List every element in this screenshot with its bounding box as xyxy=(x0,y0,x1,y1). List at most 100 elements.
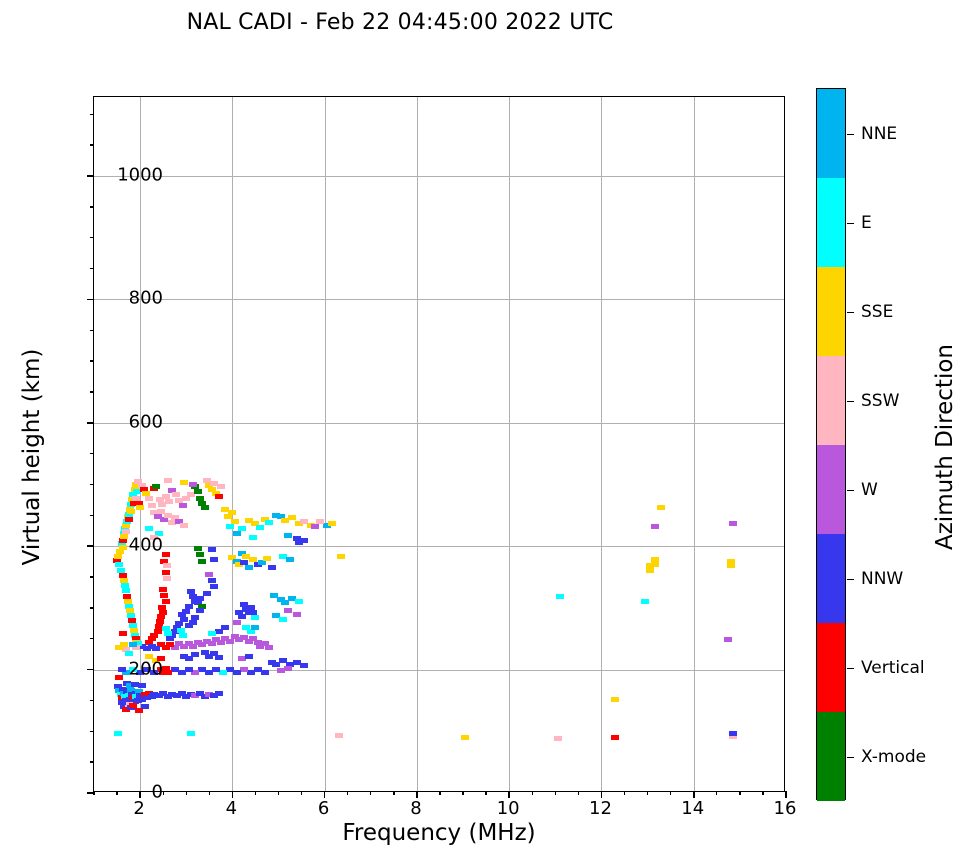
ionogram-echo-point xyxy=(221,636,230,642)
x-minor-tick xyxy=(623,791,626,795)
x-minor-tick xyxy=(93,791,95,795)
ionogram-echo-point xyxy=(292,611,301,617)
ionogram-echo-point xyxy=(170,644,179,650)
ionogram-echo-point xyxy=(189,594,198,600)
ionogram-echo-point xyxy=(276,514,285,520)
gridline-vertical xyxy=(601,97,603,791)
ionogram-echo-point xyxy=(126,612,135,618)
ionogram-echo-point xyxy=(118,573,127,579)
ionogram-echo-point xyxy=(123,594,132,600)
ionogram-echo-point xyxy=(156,642,165,648)
ionogram-echo-point xyxy=(641,599,650,605)
ionogram-echo-point xyxy=(728,731,737,737)
ionogram-echo-point xyxy=(256,643,265,649)
colorbar-tick xyxy=(847,578,854,581)
gridline-vertical xyxy=(693,97,695,791)
ionogram-echo-point xyxy=(136,693,145,698)
ionogram-echo-point xyxy=(645,563,654,569)
ionogram-echo-point xyxy=(611,734,620,740)
x-tick-label: 14 xyxy=(681,798,705,819)
ionogram-echo-point xyxy=(292,659,301,665)
ionogram-echo-point xyxy=(228,510,237,516)
ionogram-echo-point xyxy=(281,517,290,523)
ionogram-echo-point xyxy=(149,632,158,638)
colorbar-segment-ssw xyxy=(817,356,845,445)
y-minor-tick xyxy=(90,298,94,301)
ionogram-echo-point xyxy=(726,563,735,569)
x-minor-tick xyxy=(669,791,672,795)
ionogram-echo-point xyxy=(145,526,154,532)
ionogram-echo-point xyxy=(147,636,156,642)
ionogram-echo-point xyxy=(130,632,139,638)
ionogram-echo-point xyxy=(191,669,200,675)
ionogram-echo-point xyxy=(288,595,297,601)
ionogram-echo-point xyxy=(178,632,187,638)
y-minor-tick xyxy=(90,638,94,640)
ionogram-echo-point xyxy=(209,557,218,563)
ionogram-echo-point xyxy=(186,491,195,497)
colorbar-tick xyxy=(847,667,854,670)
ionogram-echo-point xyxy=(131,495,140,501)
ionogram-echo-point xyxy=(242,625,251,631)
ionogram-echo-point xyxy=(233,620,241,626)
ionogram-echo-point xyxy=(155,618,164,624)
ionogram-echo-point xyxy=(295,521,304,527)
ionogram-echo-point xyxy=(191,693,200,698)
ionogram-echo-point xyxy=(159,586,168,592)
ionogram-echo-point xyxy=(143,667,152,673)
ionogram-echo-point xyxy=(219,669,228,675)
ionogram-echo-point xyxy=(138,683,147,689)
ionogram-echo-point xyxy=(650,562,659,568)
y-minor-tick xyxy=(90,452,94,455)
ionogram-echo-point xyxy=(336,553,345,559)
x-minor-tick xyxy=(347,791,349,795)
ionogram-echo-point xyxy=(327,521,336,527)
ionogram-echo-point xyxy=(113,554,122,560)
ionogram-echo-point xyxy=(136,505,145,511)
ionogram-echo-point xyxy=(216,639,225,645)
ionogram-echo-point xyxy=(175,641,184,647)
ionogram-echo-point xyxy=(118,686,127,692)
ionogram-echo-point xyxy=(249,535,258,541)
ionogram-echo-point xyxy=(279,616,288,622)
x-minor-tick xyxy=(462,791,464,795)
ionogram-echo-point xyxy=(283,532,292,538)
ionogram-echo-point xyxy=(163,669,172,675)
ionogram-echo-point xyxy=(129,500,138,506)
y-minor-tick xyxy=(90,113,94,115)
x-minor-tick xyxy=(139,791,141,795)
y-tick-label: 200 xyxy=(128,658,163,680)
ionogram-echo-point xyxy=(170,667,179,673)
ionogram-echo-point xyxy=(235,610,244,616)
ionogram-echo-point xyxy=(167,520,176,526)
gridline-horizontal xyxy=(94,546,784,548)
x-minor-tick xyxy=(416,791,418,795)
x-minor-tick xyxy=(277,791,280,795)
ionogram-echo-point xyxy=(122,528,131,534)
x-minor-tick xyxy=(323,791,326,795)
x-tick-label: 4 xyxy=(225,798,238,819)
y-tick-label: 600 xyxy=(128,411,163,433)
ionogram-echo-point xyxy=(233,558,241,564)
ionogram-echo-point xyxy=(149,510,158,516)
ionogram-echo-point xyxy=(286,662,295,668)
ionogram-echo-point xyxy=(193,639,202,645)
colorbar-label-nne: NNE xyxy=(861,123,898,144)
x-minor-tick xyxy=(762,791,764,795)
ionogram-echo-point xyxy=(724,637,733,643)
ionogram-echo-point xyxy=(168,488,177,494)
ionogram-echo-point xyxy=(177,669,186,675)
ionogram-echo-point xyxy=(258,559,267,565)
colorbar-tick xyxy=(847,489,854,492)
ionogram-echo-point xyxy=(179,616,188,622)
ionogram-echo-point xyxy=(207,578,216,584)
ionogram-echo-point xyxy=(163,631,172,637)
ionogram-echo-point xyxy=(145,690,154,696)
y-minor-tick xyxy=(90,514,94,517)
ionogram-echo-point xyxy=(156,509,165,515)
ionogram-echo-point xyxy=(461,734,470,740)
ionogram-echo-point xyxy=(175,498,184,504)
ionogram-echo-point xyxy=(133,641,142,647)
ionogram-echo-point xyxy=(113,684,122,690)
ionogram-echo-point xyxy=(115,644,124,650)
